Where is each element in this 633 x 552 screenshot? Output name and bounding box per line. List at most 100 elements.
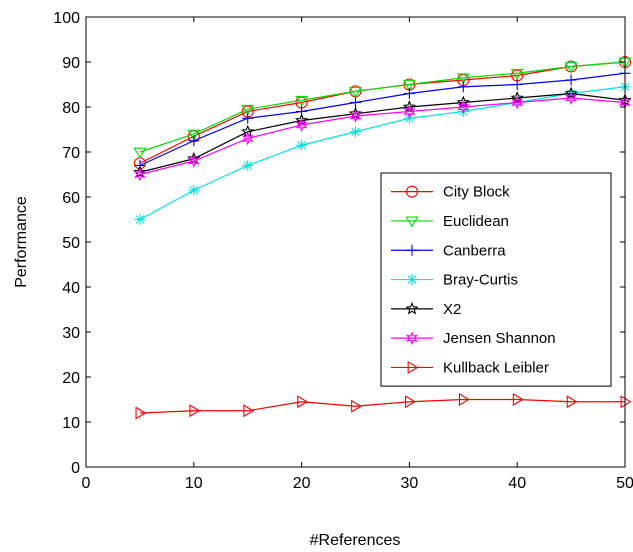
y-tick-label: 40 bbox=[62, 280, 80, 297]
legend-label: Jensen Shannon bbox=[443, 330, 556, 347]
y-tick-label: 10 bbox=[62, 415, 80, 432]
series-line bbox=[139, 92, 626, 173]
data-point bbox=[566, 395, 578, 409]
y-axis-label: Performance bbox=[13, 196, 30, 288]
data-point bbox=[402, 80, 416, 92]
data-point bbox=[295, 113, 309, 127]
y-tick-label: 60 bbox=[62, 190, 80, 207]
data-point bbox=[350, 97, 361, 108]
data-point bbox=[133, 147, 147, 159]
data-point bbox=[349, 86, 362, 98]
series-canberra bbox=[134, 67, 631, 171]
y-tick-label: 70 bbox=[62, 145, 80, 162]
y-tick-label: 30 bbox=[62, 325, 80, 342]
legend-marker bbox=[406, 274, 418, 286]
legend-label: City Block bbox=[443, 184, 510, 201]
legend-item: Bray-Curtis bbox=[391, 272, 518, 289]
data-point bbox=[189, 404, 201, 418]
data-point bbox=[565, 74, 577, 86]
x-tick-label: 30 bbox=[401, 475, 419, 492]
data-point bbox=[351, 399, 363, 413]
data-point bbox=[295, 95, 309, 107]
x-tick-label: 50 bbox=[616, 475, 633, 492]
legend-item: City Block bbox=[391, 184, 510, 201]
data-point bbox=[187, 153, 200, 169]
data-point bbox=[564, 86, 578, 100]
data-point bbox=[512, 393, 524, 406]
series-kullback-leibler bbox=[135, 393, 632, 420]
series-euclidean bbox=[133, 57, 632, 159]
legend-item: Euclidean bbox=[391, 213, 509, 230]
data-point bbox=[511, 95, 524, 110]
ticks-layer: 0 10 20 30 40 50 0 10 20 30 40 50 60 70 80 90 100 bbox=[53, 10, 633, 492]
data-point bbox=[510, 91, 524, 104]
data-point bbox=[510, 68, 524, 80]
data-point bbox=[135, 406, 147, 420]
data-point bbox=[133, 165, 147, 178]
legend-marker bbox=[405, 331, 419, 346]
legend-marker bbox=[407, 360, 419, 374]
series-line bbox=[139, 398, 625, 414]
data-point bbox=[242, 160, 254, 171]
data-point bbox=[402, 100, 416, 113]
legend-marker bbox=[405, 216, 419, 228]
legend-marker bbox=[405, 301, 419, 315]
legend: City Block Euclidean Canberra Bray-Curtis X2… bbox=[380, 172, 612, 387]
data-point bbox=[295, 117, 308, 133]
data-point bbox=[564, 90, 578, 106]
data-point bbox=[457, 81, 469, 93]
data-point bbox=[458, 393, 470, 406]
data-point bbox=[511, 79, 523, 90]
y-tick-label: 20 bbox=[62, 370, 80, 387]
data-point bbox=[134, 214, 146, 225]
data-point bbox=[242, 112, 254, 124]
x-tick-label: 20 bbox=[293, 475, 311, 492]
y-tick-label: 0 bbox=[71, 460, 80, 477]
series-line bbox=[139, 72, 626, 167]
legend-label: Bray-Curtis bbox=[443, 272, 518, 289]
series-layer bbox=[133, 55, 632, 420]
y-tick-label: 50 bbox=[62, 235, 80, 252]
data-point bbox=[350, 126, 361, 138]
legend-label: Euclidean bbox=[443, 213, 509, 230]
series-x2 bbox=[133, 86, 632, 178]
data-point bbox=[133, 167, 147, 182]
data-point bbox=[564, 62, 578, 74]
y-tick-label: 90 bbox=[62, 55, 80, 72]
legend-label: X2 bbox=[443, 301, 461, 318]
legend-label: Canberra bbox=[443, 242, 506, 259]
x-tick-label: 10 bbox=[185, 475, 203, 492]
data-point bbox=[297, 395, 309, 409]
series-line bbox=[139, 97, 626, 176]
legend-marker bbox=[406, 244, 418, 256]
data-point bbox=[241, 104, 255, 116]
data-point bbox=[457, 99, 470, 115]
legend-item: Kullback Leibler bbox=[391, 359, 549, 376]
data-point bbox=[187, 129, 201, 141]
x-axis-label: #References bbox=[310, 532, 401, 549]
data-point bbox=[188, 135, 200, 147]
legend-label: Kullback Leibler bbox=[443, 359, 549, 376]
x-tick-label: 0 bbox=[82, 475, 91, 492]
legend-marker bbox=[405, 185, 419, 198]
data-point bbox=[243, 404, 255, 418]
series-line bbox=[139, 61, 626, 153]
data-point bbox=[620, 395, 632, 409]
legend-item: X2 bbox=[391, 301, 461, 318]
legend-item: Jensen Shannon bbox=[391, 330, 556, 347]
data-point bbox=[456, 95, 470, 109]
data-point bbox=[296, 139, 308, 151]
y-tick-label: 100 bbox=[53, 10, 80, 27]
x-tick-label: 40 bbox=[508, 475, 526, 492]
data-point bbox=[404, 395, 416, 409]
legend-item: Canberra bbox=[391, 242, 506, 259]
y-tick-label: 80 bbox=[62, 100, 80, 117]
data-point bbox=[241, 131, 254, 146]
data-point bbox=[403, 104, 416, 119]
series-line bbox=[139, 86, 626, 221]
data-point bbox=[456, 73, 470, 85]
data-point bbox=[188, 184, 200, 196]
data-point bbox=[349, 108, 362, 124]
data-point bbox=[403, 88, 415, 99]
